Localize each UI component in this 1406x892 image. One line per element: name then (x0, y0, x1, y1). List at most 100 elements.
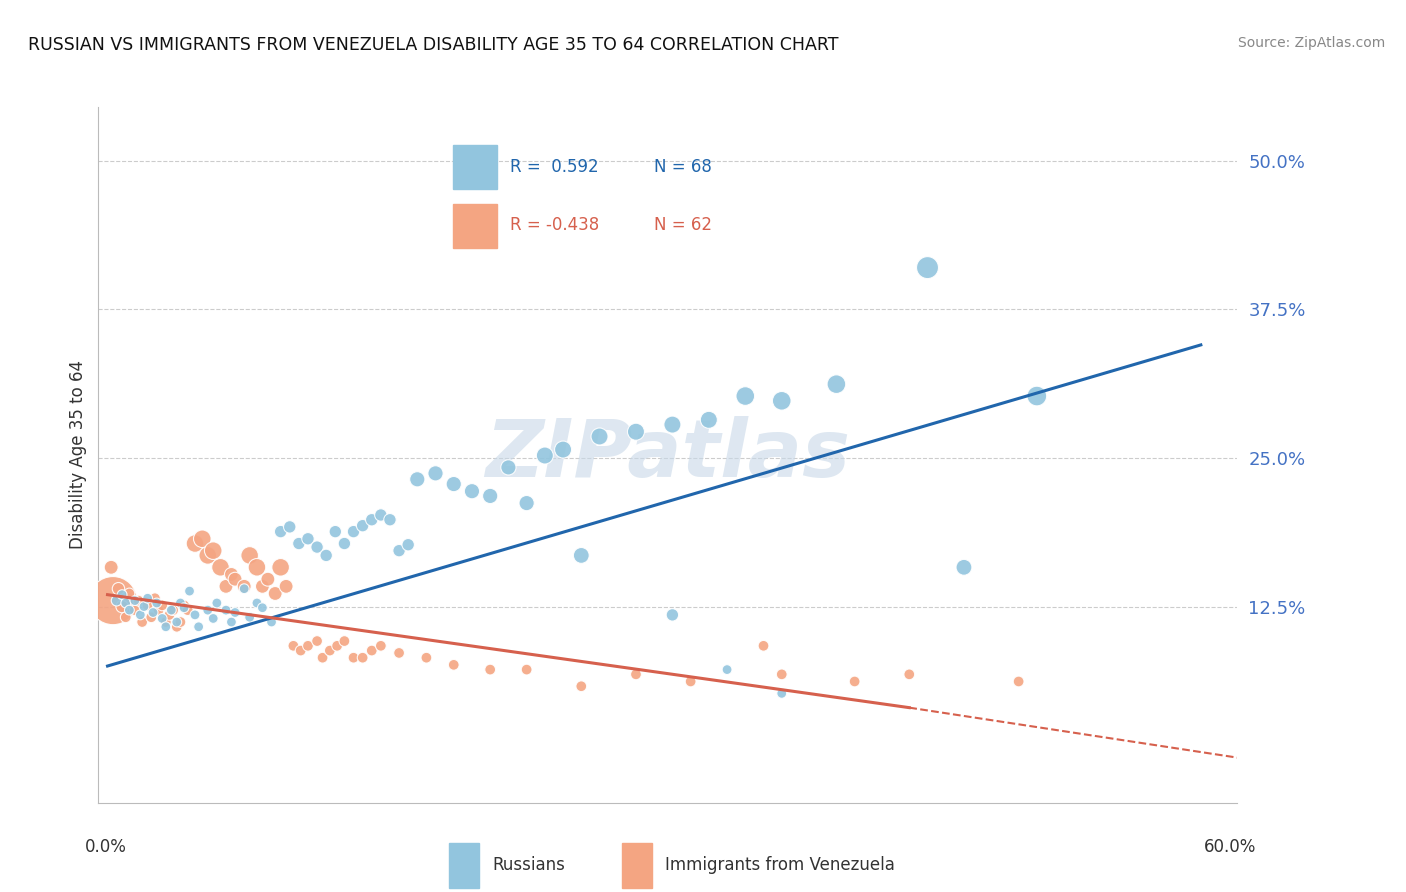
Point (311, 650, 333, 665)
Point (370, 508, 392, 522)
Point (111, 599, 134, 614)
Point (953, 560, 976, 574)
Point (197, 549, 219, 563)
Point (461, 484, 484, 499)
Point (184, 607, 207, 622)
Point (142, 606, 165, 620)
Point (136, 599, 159, 613)
Point (307, 540, 329, 554)
Point (260, 615, 283, 629)
Point (588, 429, 610, 443)
Point (661, 417, 683, 432)
Point (844, 674, 866, 689)
Point (132, 599, 155, 614)
Point (105, 593, 128, 607)
Point (479, 489, 502, 503)
Point (239, 610, 262, 624)
Point (415, 650, 437, 665)
Point (184, 536, 207, 550)
Point (145, 596, 167, 610)
Point (734, 389, 756, 403)
Point (342, 650, 364, 665)
Point (283, 639, 305, 653)
Point (290, 643, 312, 657)
Point (148, 603, 170, 617)
Point (679, 674, 702, 689)
Point (534, 449, 557, 463)
Point (160, 603, 183, 617)
Point (569, 549, 592, 563)
Point (173, 599, 195, 613)
Point (1007, 674, 1029, 689)
Point (257, 572, 280, 586)
Point (169, 596, 191, 610)
Text: Source: ZipAtlas.com: Source: ZipAtlas.com (1237, 36, 1385, 50)
Point (297, 639, 319, 653)
Point (155, 620, 177, 634)
Point (333, 634, 356, 648)
Point (141, 610, 163, 624)
Point (569, 679, 592, 693)
Point (352, 650, 374, 665)
Point (118, 586, 141, 600)
Point (406, 472, 429, 486)
Y-axis label: Disability Age 35 to 64: Disability Age 35 to 64 (69, 360, 87, 549)
Point (396, 538, 419, 552)
Point (278, 520, 301, 534)
Point (270, 560, 292, 574)
Point (209, 560, 232, 574)
Point (479, 663, 502, 677)
Point (770, 393, 793, 408)
Point (187, 620, 209, 634)
Point (898, 667, 921, 681)
Text: 0.0%: 0.0% (84, 838, 127, 856)
Point (360, 513, 382, 527)
Point (498, 460, 520, 475)
Point (239, 549, 262, 563)
Point (716, 663, 738, 677)
Point (233, 579, 256, 593)
Point (191, 532, 214, 546)
Point (114, 610, 136, 624)
Point (697, 413, 720, 427)
Point (1025, 389, 1047, 403)
Point (162, 603, 184, 617)
Point (197, 603, 219, 617)
Point (129, 607, 152, 622)
Point (315, 549, 337, 563)
Point (215, 603, 238, 617)
Point (166, 620, 188, 634)
Point (205, 596, 228, 610)
Point (100, 560, 122, 574)
Point (661, 607, 683, 622)
Point (624, 425, 647, 439)
Point (221, 615, 243, 629)
Point (159, 607, 181, 622)
Point (551, 442, 574, 457)
Point (215, 579, 238, 593)
Point (136, 591, 159, 606)
Point (360, 643, 382, 657)
Point (425, 467, 447, 481)
Point (246, 596, 269, 610)
Point (202, 543, 225, 558)
Point (323, 524, 346, 539)
Point (252, 579, 274, 593)
Point (118, 603, 141, 617)
Point (143, 591, 166, 606)
Point (270, 524, 292, 539)
Point (150, 611, 173, 625)
Point (131, 615, 153, 629)
Point (202, 611, 225, 625)
Point (516, 496, 538, 510)
Point (221, 567, 243, 582)
Point (169, 615, 191, 629)
Point (179, 584, 201, 599)
Point (770, 667, 793, 681)
Text: ZIPatlas: ZIPatlas (485, 416, 851, 494)
Point (297, 532, 319, 546)
Point (128, 593, 150, 607)
Point (274, 579, 297, 593)
Text: 60.0%: 60.0% (1204, 838, 1257, 856)
Point (352, 518, 374, 533)
